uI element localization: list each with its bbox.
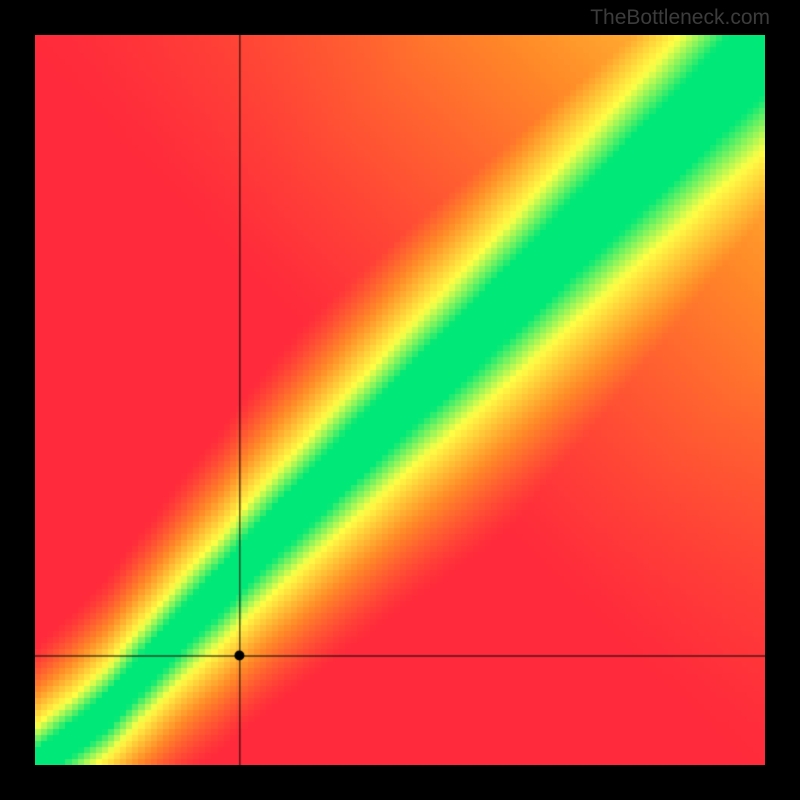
heatmap-chart: [35, 35, 765, 765]
heatmap-canvas: [35, 35, 765, 765]
watermark-text: TheBottleneck.com: [590, 6, 770, 30]
